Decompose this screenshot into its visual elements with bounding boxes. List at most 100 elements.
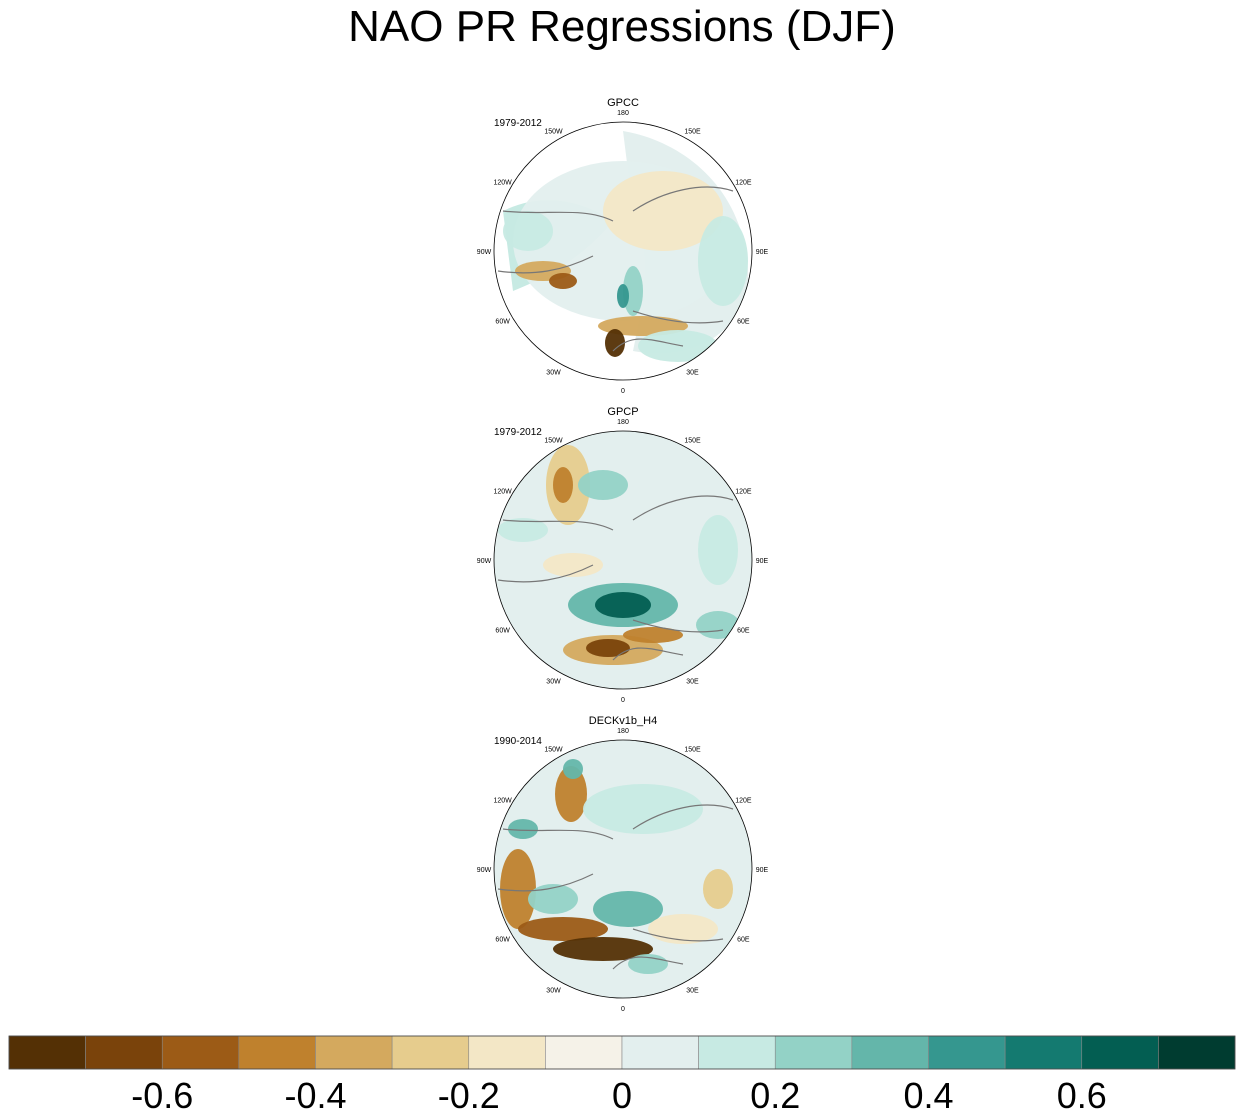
anomaly-blob: [623, 627, 683, 643]
lon-label: 120E: [735, 180, 752, 187]
anomaly-blob: [503, 211, 553, 251]
anomaly-blob: [500, 849, 536, 929]
colorbar-bin: [928, 1035, 1006, 1070]
anomaly-blob: [623, 266, 643, 316]
panel-period: 1979-2012: [494, 427, 542, 438]
anomaly-blob: [698, 216, 748, 306]
colorbar-tick-label: 0.6: [1057, 1075, 1107, 1116]
coastlines: [497, 495, 734, 661]
lon-label: 60E: [737, 628, 750, 635]
anomaly-blob: [586, 639, 630, 657]
colorbar-bin: [8, 1035, 86, 1070]
colorbar-bin: [85, 1035, 163, 1070]
colorbar-bin: [851, 1035, 929, 1070]
lon-label: 30E: [686, 369, 699, 376]
anomaly-blob: [648, 914, 718, 944]
lon-label: 150E: [684, 129, 701, 136]
lon-label: 150E: [684, 438, 701, 445]
panel-title: GPCP: [607, 406, 638, 418]
colorbar-bin: [468, 1035, 546, 1070]
lon-label: 60E: [737, 937, 750, 944]
lon-label: 180: [617, 419, 629, 426]
lon-label: 150E: [684, 747, 701, 754]
lon-label: 30W: [546, 369, 561, 376]
anomaly-blob: [638, 330, 718, 362]
lon-label: 60W: [495, 628, 510, 635]
anomaly-blob: [508, 819, 538, 839]
lon-label: 180: [617, 110, 629, 117]
coastlines: [497, 186, 734, 352]
colorbar-bin: [774, 1035, 853, 1070]
lon-label: 90E: [756, 558, 769, 565]
lon-label: 60W: [495, 319, 510, 326]
map-panel-gpcc: 180 150E 120E 90E 60E 30E 0 30W 60W 90W 120W 150W GP…: [477, 97, 769, 395]
anomaly-blob: [603, 171, 723, 251]
colorbar-bin: [1004, 1035, 1083, 1070]
colorbar: -0.6 -0.4 -0.2 0 0.2 0.4 0.6: [8, 1035, 1236, 1116]
anomaly-blob: [583, 784, 703, 834]
colorbar-bin: [161, 1035, 240, 1070]
anomaly-blob: [617, 284, 629, 308]
lon-label: 120W: [493, 489, 512, 496]
lon-label: 90E: [756, 867, 769, 874]
anomaly-blob: [543, 553, 603, 577]
colorbar-border: [8, 1035, 1236, 1070]
colorbar-tick-label: 0: [612, 1075, 632, 1116]
anomaly-blob: [555, 766, 587, 822]
chart-title: NAO PR Regressions (DJF): [348, 2, 896, 51]
lon-label: 90W: [477, 558, 492, 565]
anomaly-blob: [528, 884, 578, 914]
anomaly-blob: [703, 869, 733, 909]
lon-label: 120E: [735, 489, 752, 496]
anomaly-blob: [578, 470, 628, 500]
precip-field: [497, 759, 734, 974]
lon-label: 90W: [477, 867, 492, 874]
lon-label: 120W: [493, 180, 512, 187]
lon-label: 60E: [737, 319, 750, 326]
lon-label: 90W: [477, 249, 492, 256]
lon-label: 180: [617, 728, 629, 735]
anomaly-blob: [553, 937, 653, 961]
lon-label: 30W: [546, 678, 561, 685]
colorbar-bin: [698, 1035, 776, 1070]
panel-title: DECKv1b_H4: [589, 715, 657, 727]
colorbar-tick-label: -0.4: [284, 1075, 346, 1116]
map-border: [493, 739, 753, 999]
colorbar-tick-label: 0.2: [750, 1075, 800, 1116]
lon-label: 120W: [493, 798, 512, 805]
map-border: [493, 430, 753, 690]
lon-label: 120E: [735, 798, 752, 805]
lon-label: 90E: [756, 249, 769, 256]
lon-label: 0: [621, 697, 625, 704]
colorbar-tick-label: -0.2: [438, 1075, 500, 1116]
colorbar-bin: [1081, 1035, 1159, 1070]
anomaly-blob: [593, 891, 663, 927]
colorbar-bin: [545, 1035, 623, 1070]
colorbar-bin: [315, 1035, 393, 1070]
anomaly-blob: [549, 273, 577, 289]
anomaly-blob: [696, 611, 740, 639]
lon-label: 150W: [544, 129, 563, 136]
lon-label: 30E: [686, 678, 699, 685]
anomaly-blob: [553, 467, 573, 503]
anomaly-blob: [595, 592, 651, 618]
coastlines: [497, 804, 734, 970]
lon-label: 30W: [546, 987, 561, 994]
lon-label: 150W: [544, 747, 563, 754]
colorbar-bin: [238, 1035, 316, 1070]
panel-period: 1990-2014: [494, 736, 542, 747]
colorbar-tick-label: 0.4: [903, 1075, 953, 1116]
map-border: [493, 121, 753, 381]
lon-label: 150W: [544, 438, 563, 445]
panel-period: 1979-2012: [494, 118, 542, 129]
colorbar-bin: [391, 1035, 470, 1070]
panel-title: GPCC: [607, 97, 639, 109]
precip-field: [497, 131, 749, 362]
lon-label: 60W: [495, 937, 510, 944]
lon-label: 30E: [686, 987, 699, 994]
anomaly-blob: [518, 917, 608, 941]
precip-field: [497, 445, 740, 665]
map-panel-deckv1b-h4: 180 150E 120E 90E 60E 30E 0 30W 60W 90W 120W 150W DE…: [477, 715, 769, 1013]
lon-label: 0: [621, 1006, 625, 1013]
